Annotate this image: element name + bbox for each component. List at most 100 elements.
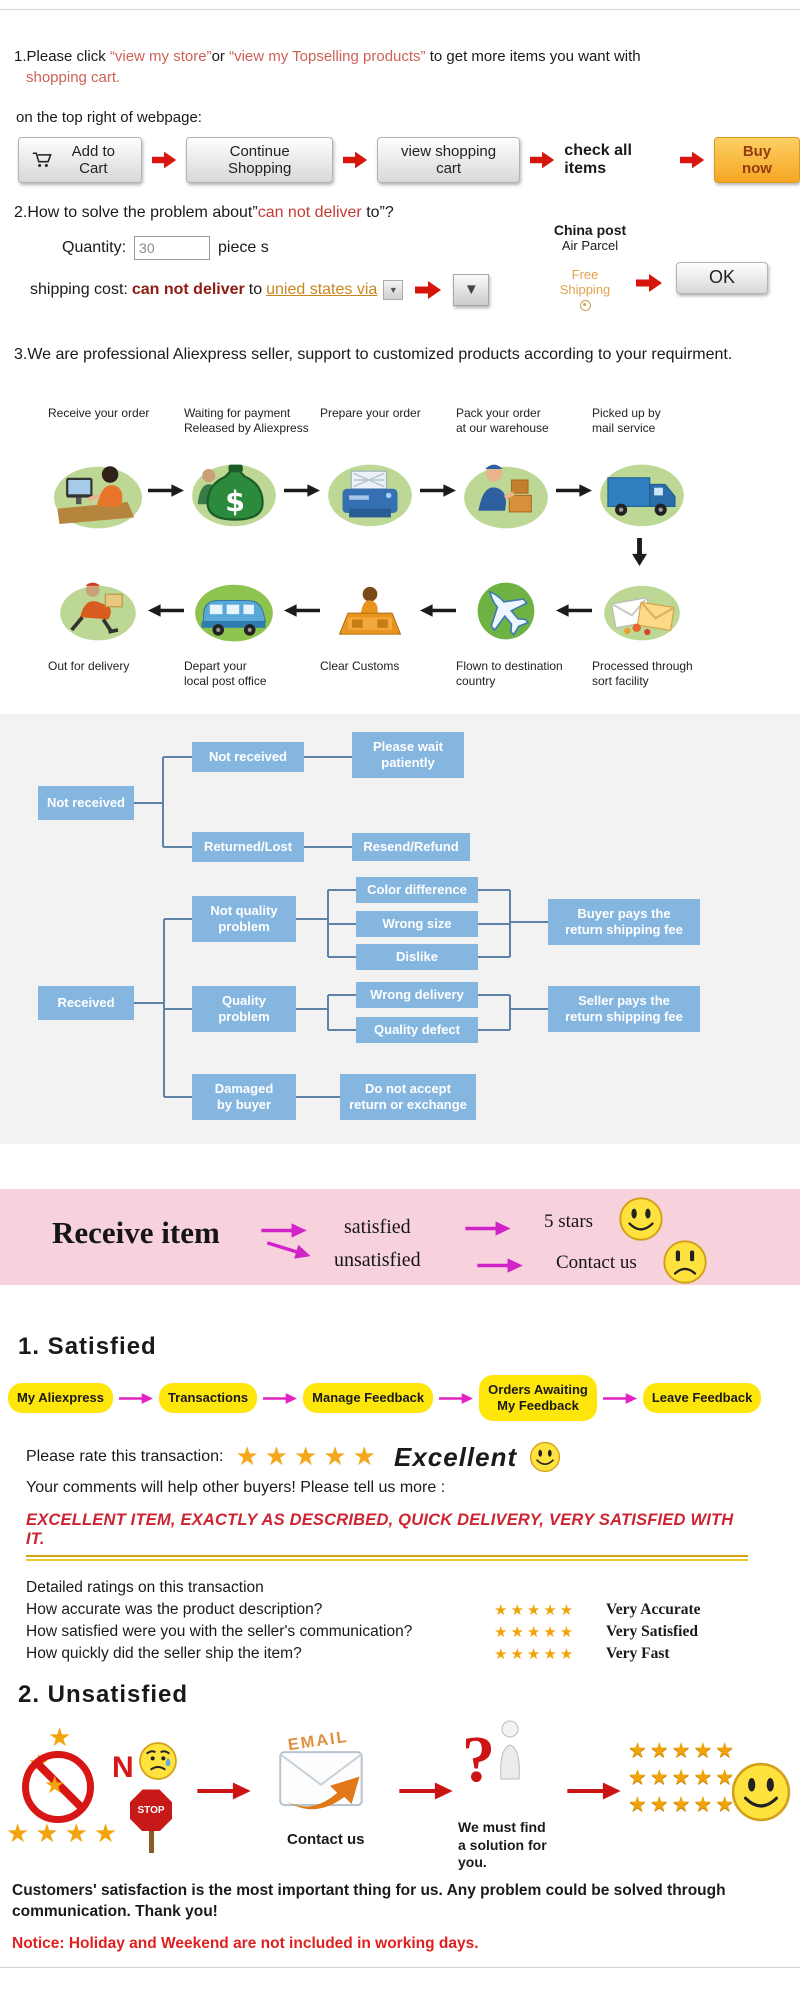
quantity-input[interactable] [134,235,211,260]
step1-text: 1.Please click “view my store”or “view m… [14,46,774,89]
red-arrow-icon [530,151,554,169]
flow-buyer-pays: Buyer pays the return shipping fee [548,898,700,945]
quote-underline [26,1555,748,1558]
ok-button[interactable]: OK [676,261,768,294]
flow-quality-defect: Quality defect [356,1016,478,1043]
step2-title: 2.How to solve the problem about”can not… [14,204,800,222]
view-my-store-link[interactable]: “view my store” [109,48,212,65]
truck-icon [600,464,684,526]
bad-star: ★ [48,1723,72,1754]
process-label: Flown to destination country [456,658,563,689]
left-arrow-icon [556,604,592,617]
buy-now-button[interactable]: Buy now [714,136,800,183]
rating-stars[interactable]: ★★★★★ [235,1442,382,1473]
printer-icon [328,464,412,526]
step1-prefix: 1.Please click [14,48,110,65]
red-arrow-icon [566,1781,622,1801]
rating-answer: Very Fast [606,1645,670,1663]
payment-moneybag-icon: $ [192,464,276,526]
feedback-quote-block: EXCELLENT ITEM, EXACTLY AS DESCRIBED, QU… [26,1511,748,1562]
magenta-arrow-icon [263,1391,297,1406]
flow-quality-problem: Quality problem [192,985,296,1032]
right-arrow-icon [148,484,184,497]
china-post-label: China post [553,221,627,238]
process-label: Clear Customs [320,658,400,673]
nav-orders-awaiting[interactable]: Orders Awaiting My Feedback [479,1374,597,1422]
step1-suffix: to get more items you want with [425,48,641,65]
process-labels-bottom: Out for delivery Depart your local post … [48,659,800,690]
process-label: Picked up by mail service [592,405,661,436]
process-icons-top: $ [48,447,800,535]
cart-button-row: Add to Cart Continue Shopping view shopp… [18,136,800,183]
rating-stars[interactable]: ★★★★★ [494,1600,577,1619]
flow-wait-patiently: Please wait patiently [352,731,464,778]
nav-transactions[interactable]: Transactions [158,1383,258,1414]
nav-manage-feedback[interactable]: Manage Feedback [303,1383,434,1414]
topselling-link[interactable]: “view my Topselling products” [229,48,426,65]
process-label: Processed through sort facility [592,658,693,689]
excellent-text: Excellent [393,1441,518,1472]
add-to-cart-button[interactable]: Add to Cart [18,136,143,183]
rating-question: How quickly did the seller ship the item… [26,1645,302,1663]
stop-sign-label: STOP [130,1789,172,1832]
step1-line3: on the top right of webpage: [16,108,202,126]
delivery-runner-icon [60,582,136,641]
email-icon: EMAIL [279,1728,363,1810]
rating-stars[interactable]: ★★★★★ [494,1622,577,1641]
rate-label: Please rate this transaction: [26,1448,224,1466]
rate-transaction-row: Please rate this transaction: ★★★★★ Exce… [26,1441,800,1473]
process-down-arrow-row [632,535,800,569]
rating-stars[interactable]: ★★★★★ [494,1644,577,1663]
free-shipping-block: Free Shipping [540,266,630,312]
nav-leave-feedback[interactable]: Leave Feedback [642,1383,762,1414]
section-deliver-problem: 2.How to solve the problem about”can not… [0,204,800,316]
stop-sign-post [148,1831,154,1854]
bad-stars-row: ★★★★ [6,1819,124,1850]
flow-dislike: Dislike [356,943,478,970]
red-arrow-icon [152,151,176,169]
red-arrow-icon [343,151,367,169]
left-arrow-icon [148,604,184,617]
united-states-link[interactable]: unied states via [266,280,378,298]
shipping-dropdown-button[interactable]: ▼ [453,273,490,306]
free-shipping-label: Free Shipping [559,266,611,297]
process-labels-top: Receive your order Waiting for payment R… [48,406,800,437]
china-post-block: China post Air Parcel [535,222,645,253]
magenta-arrow-icon [464,1257,536,1274]
footer-notice: Notice: Holiday and Weekend are not incl… [12,1935,479,1953]
continue-shopping-button[interactable]: Continue Shopping [186,136,333,183]
unsatisfied-text: unsatisfied [334,1248,421,1271]
stop-sign-icon: STOP [128,1789,174,1854]
flow-received-root: Received [38,985,134,1020]
magenta-arrow-icon [603,1391,637,1406]
magenta-arrow-icon [439,1391,473,1406]
process-label: Prepare your order [320,405,421,420]
process-label: Pack your order at our warehouse [456,405,549,436]
red-arrow-icon [636,274,662,292]
flowchart-connectors [134,755,548,1098]
customs-icon [338,586,402,635]
five-stars-text: 5 stars [544,1210,594,1232]
rating-answer: Very Satisfied [606,1623,698,1641]
process-label: Receive your order [48,405,150,420]
bottom-divider [0,1967,800,1969]
satisfied-heading: 1. Satisfied [18,1332,157,1360]
free-shipping-radio[interactable] [579,300,591,312]
process-label: Out for delivery [48,658,130,673]
cart-icon [32,151,52,169]
question-mark: ? [462,1723,495,1797]
receive-item-title: Receive item [52,1214,220,1250]
rating-question: How accurate was the product description… [26,1601,323,1619]
right-arrow-icon [556,484,592,497]
stars-row: ★★★★★ [628,1738,738,1763]
add-to-cart-label: Add to Cart [71,142,116,177]
country-dropdown-button[interactable]: ▼ [383,279,404,300]
nav-my-aliexpress[interactable]: My Aliexpress [8,1383,113,1414]
order-process-diagram: Receive your order Waiting for payment R… [0,406,800,690]
view-shopping-cart-button[interactable]: view shopping cart [376,136,521,183]
feedback-nav-row: My Aliexpress Transactions Manage Feedba… [8,1374,800,1422]
process-label: Waiting for payment Released by Aliexpre… [184,405,309,436]
air-parcel-label: Air Parcel [561,237,619,253]
process-icons-bottom [48,569,800,653]
stars-row: ★★★★★ [628,1765,738,1790]
